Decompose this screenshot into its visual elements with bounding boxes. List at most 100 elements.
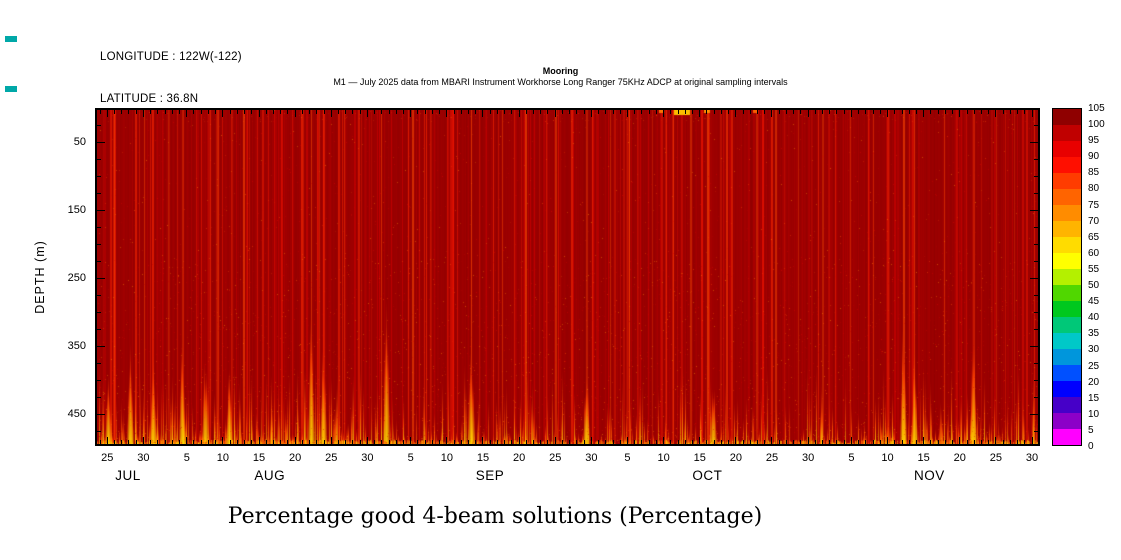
x-tick-mark-top	[663, 110, 665, 117]
x-tick-mark	[626, 437, 628, 444]
y-tick-mark-right	[1030, 345, 1038, 347]
x-minor-tick-top	[677, 110, 679, 114]
x-minor-tick	[605, 440, 607, 444]
x-month-label: OCT	[692, 468, 723, 483]
x-minor-tick	[287, 440, 289, 444]
y-minor-tick-right	[1034, 328, 1038, 330]
x-minor-tick-top	[908, 110, 910, 114]
x-tick-mark-top	[850, 110, 852, 117]
x-tick-mark	[142, 437, 144, 444]
x-minor-tick	[915, 440, 917, 444]
y-minor-tick	[97, 379, 101, 381]
x-minor-tick-top	[641, 110, 643, 114]
chart-subtitle: M1 — July 2025 data from MBARI Instrumen…	[333, 77, 788, 87]
x-minor-tick-top	[836, 110, 838, 114]
x-minor-tick	[424, 440, 426, 444]
y-minor-tick-right	[1034, 124, 1038, 126]
x-minor-tick	[612, 440, 614, 444]
x-tick-mark	[850, 437, 852, 444]
x-minor-tick-top	[598, 110, 600, 114]
y-minor-tick-right	[1034, 175, 1038, 177]
x-minor-tick	[417, 440, 419, 444]
colorbar-cell	[1053, 365, 1081, 381]
x-tick-mark-top	[330, 110, 332, 117]
x-minor-tick	[858, 440, 860, 444]
x-minor-tick	[879, 440, 881, 444]
x-minor-tick-top	[619, 110, 621, 114]
colorbar-cell	[1053, 413, 1081, 429]
x-minor-tick	[908, 440, 910, 444]
x-axis-caption: Percentage good 4-beam solutions (Percen…	[227, 504, 763, 529]
x-tick-label: 5	[183, 452, 190, 464]
x-minor-tick	[944, 440, 946, 444]
x-minor-tick-top	[496, 110, 498, 114]
x-minor-tick	[822, 440, 824, 444]
x-minor-tick	[706, 440, 708, 444]
x-tick-mark	[258, 437, 260, 444]
x-minor-tick-top	[930, 110, 932, 114]
x-minor-tick	[99, 440, 101, 444]
x-minor-tick	[742, 440, 744, 444]
x-minor-tick-top	[215, 110, 217, 114]
y-tick-mark-right	[1030, 413, 1038, 415]
x-minor-tick-top	[504, 110, 506, 114]
x-minor-tick	[323, 440, 325, 444]
x-minor-tick-top	[1017, 110, 1019, 114]
x-minor-tick	[865, 440, 867, 444]
y-tick-label: 350	[67, 340, 86, 353]
x-tick-label: 20	[289, 452, 302, 464]
colorbar-tick-label: 30	[1088, 344, 1100, 356]
y-tick-label: 450	[67, 408, 86, 421]
x-tick-label: 15	[693, 452, 706, 464]
x-tick-label: 25	[325, 452, 338, 464]
x-minor-tick	[171, 440, 173, 444]
x-minor-tick	[561, 440, 563, 444]
x-minor-tick-top	[179, 110, 181, 114]
x-tick-label: 25	[549, 452, 562, 464]
x-minor-tick	[778, 440, 780, 444]
x-minor-tick	[309, 440, 311, 444]
colorbar-cell	[1053, 109, 1081, 125]
x-tick-label: 10	[881, 452, 894, 464]
x-minor-tick-top	[684, 110, 686, 114]
x-tick-mark-top	[626, 110, 628, 117]
colorbar-cell	[1053, 301, 1081, 317]
x-minor-tick	[489, 440, 491, 444]
colorbar-tick-label: 60	[1088, 247, 1100, 259]
x-minor-tick	[677, 440, 679, 444]
x-minor-tick	[128, 440, 130, 444]
x-minor-tick	[598, 440, 600, 444]
y-minor-tick	[97, 311, 101, 313]
x-minor-tick	[381, 440, 383, 444]
x-minor-tick	[272, 440, 274, 444]
x-tick-mark-top	[482, 110, 484, 117]
x-minor-tick-top	[988, 110, 990, 114]
x-minor-tick	[713, 440, 715, 444]
y-minor-tick-right	[1034, 379, 1038, 381]
x-tick-label: 15	[252, 452, 266, 464]
x-tick-mark	[887, 437, 889, 444]
latitude-text: LATITUDE : 36.8N	[100, 93, 199, 105]
x-tick-mark-top	[995, 110, 997, 117]
x-minor-tick	[236, 440, 238, 444]
colorbar-tick-label: 75	[1088, 199, 1100, 211]
colorbar-tick-label: 70	[1088, 215, 1100, 227]
colorbar-cell	[1053, 381, 1081, 397]
colorbar-tick-label: 100	[1088, 119, 1105, 131]
x-minor-tick	[576, 440, 578, 444]
x-minor-tick	[1002, 440, 1004, 444]
x-minor-tick	[215, 440, 217, 444]
x-minor-tick-top	[858, 110, 860, 114]
x-minor-tick-top	[236, 110, 238, 114]
x-minor-tick-top	[778, 110, 780, 114]
colorbar-tick-label: 15	[1088, 392, 1100, 404]
x-tick-label: 30	[361, 452, 374, 464]
colorbar-cell	[1053, 253, 1081, 269]
x-month-label: AUG	[254, 468, 286, 483]
y-minor-tick	[97, 226, 101, 228]
x-tick-mark	[446, 437, 448, 444]
x-minor-tick-top	[424, 110, 426, 114]
x-tick-mark	[735, 437, 737, 444]
x-minor-tick	[395, 440, 397, 444]
x-minor-tick-top	[822, 110, 824, 114]
